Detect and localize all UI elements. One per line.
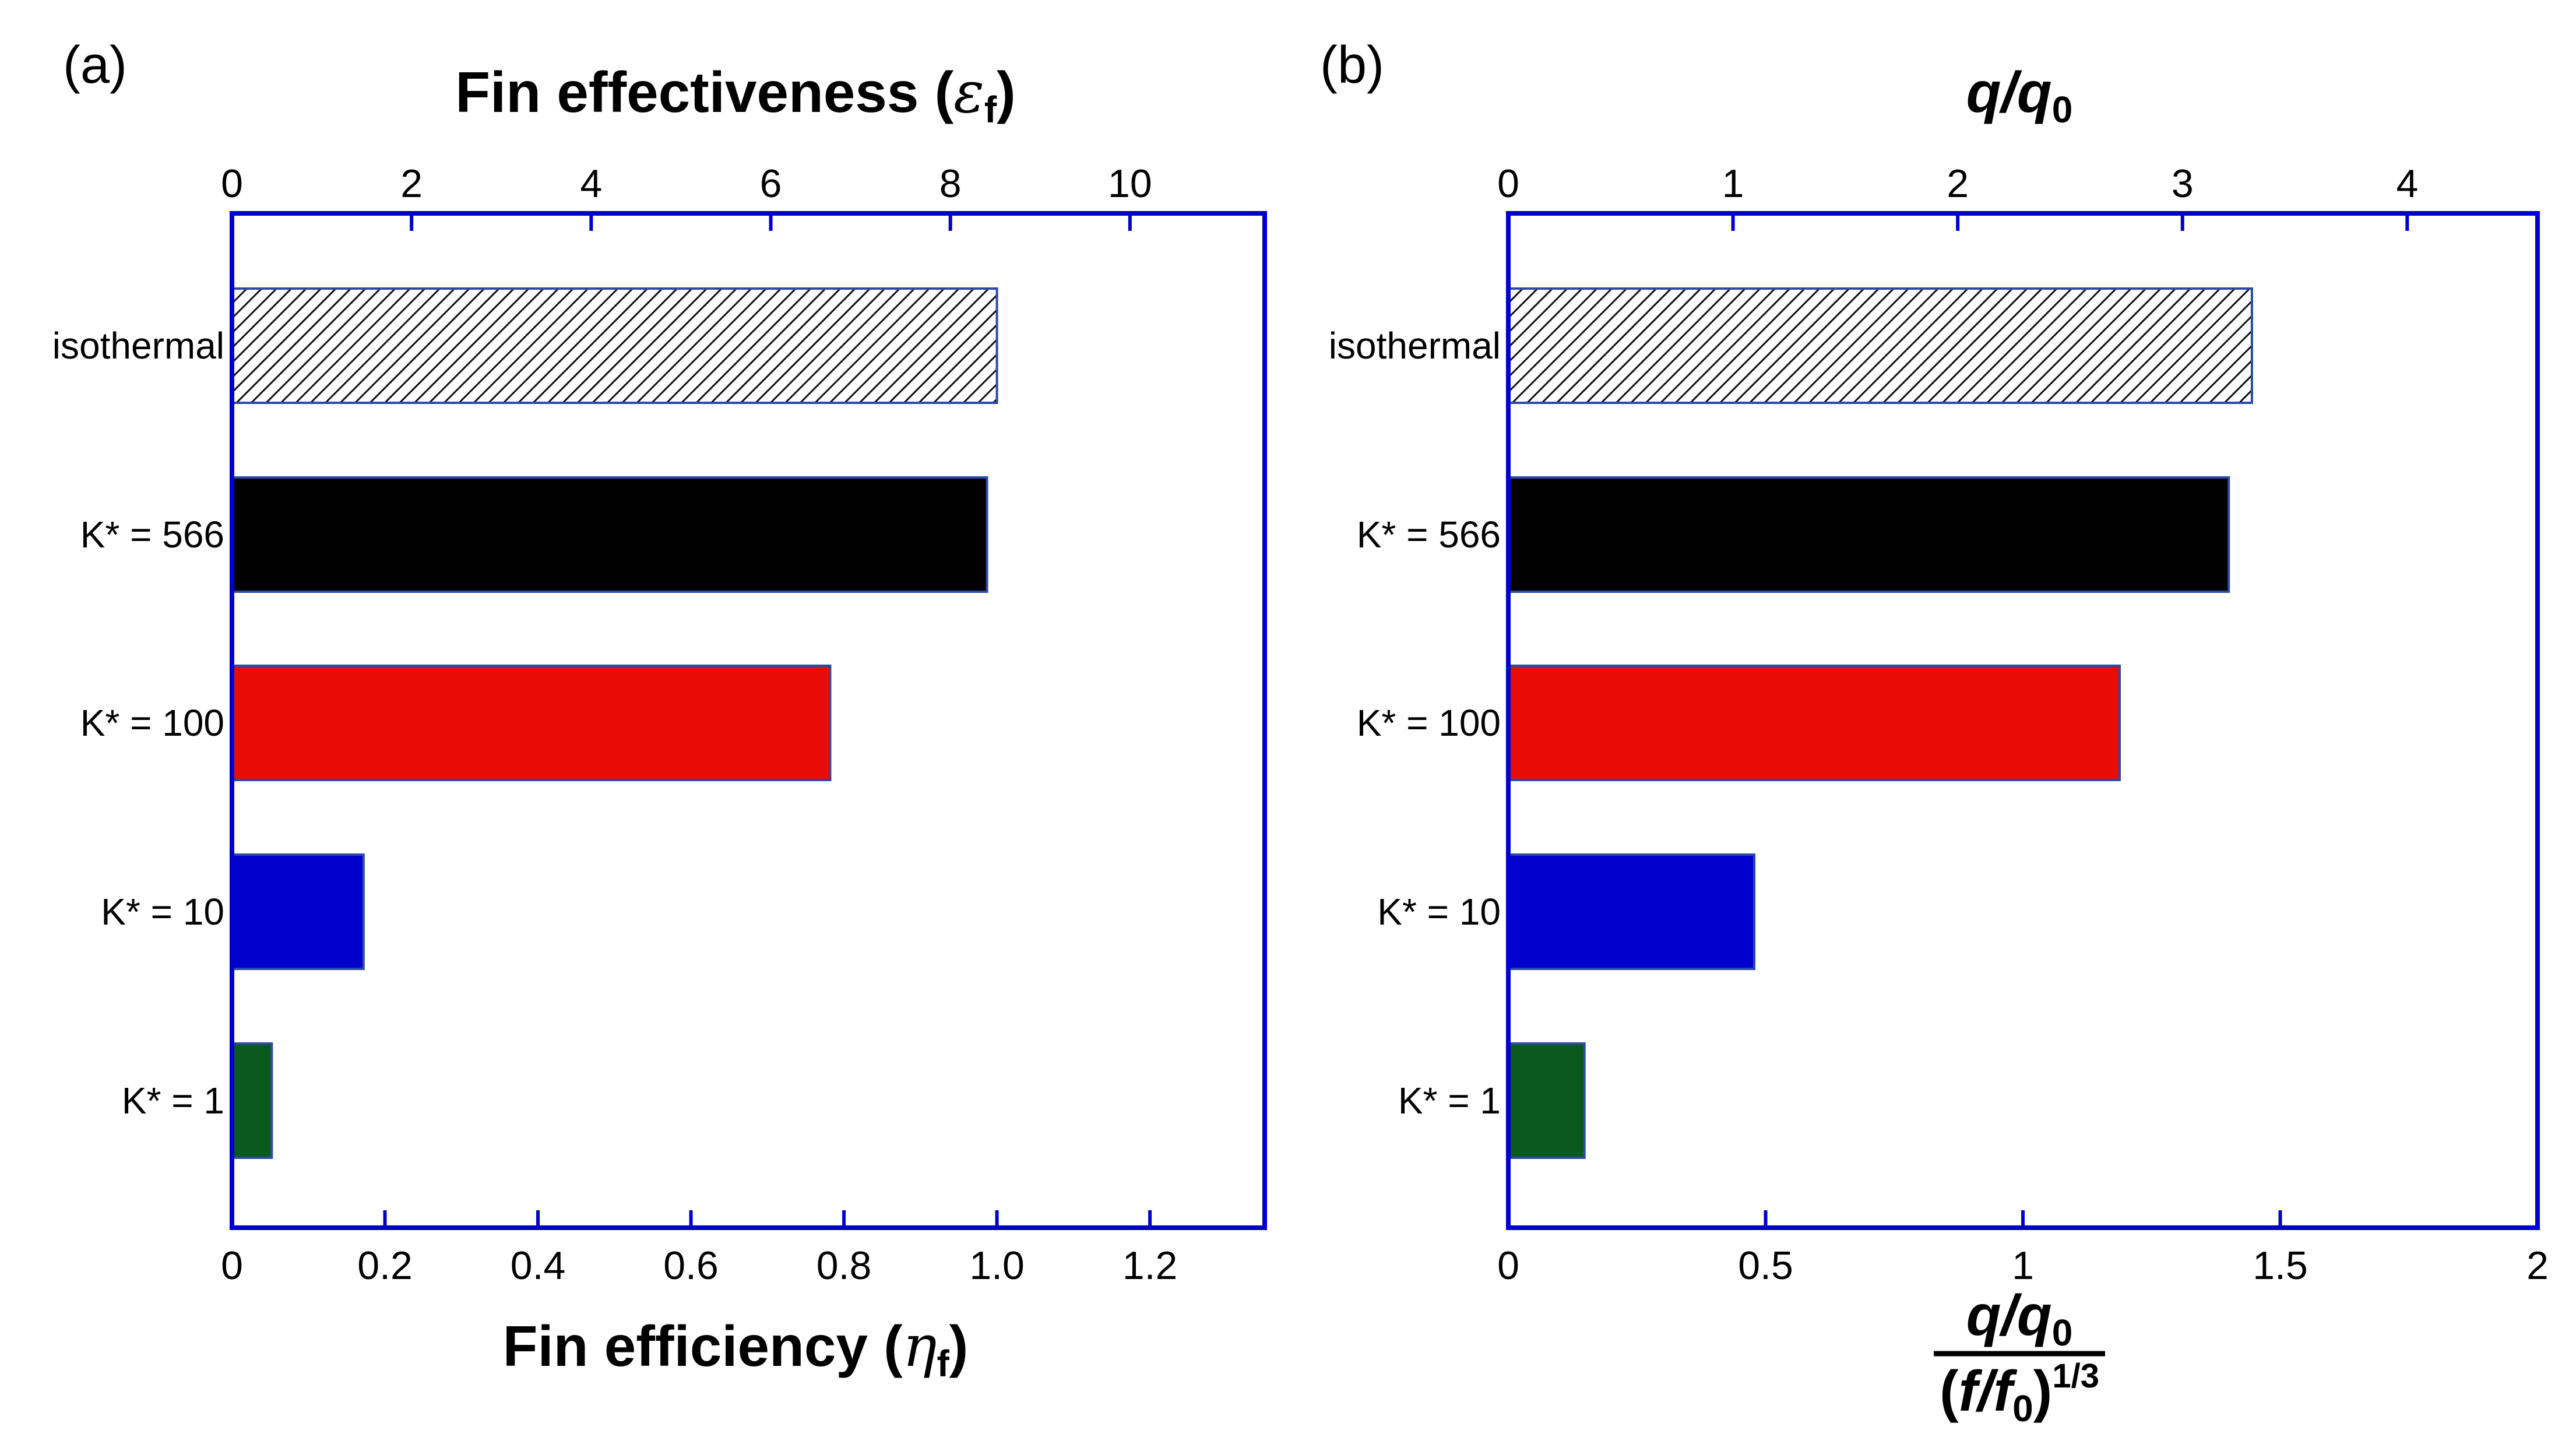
- panel-b-top-tick-label: 1: [1722, 161, 1744, 206]
- panel-a-category-label: K* = 10: [101, 891, 224, 933]
- panel-b-category-label: isothermal: [1329, 325, 1501, 367]
- panel-b-top-tick-label: 3: [2172, 161, 2194, 206]
- panel-a-top-tick-label: 0: [221, 161, 243, 206]
- panel-b-bottom-tick-label: 1: [2012, 1243, 2034, 1288]
- panel-b-bottom-ticks: 0 0.5 1 1.5 2: [1497, 1210, 2549, 1288]
- panel-b-bottom-tick-label: 2: [2526, 1243, 2549, 1288]
- panel-a-top-tick-label: 6: [760, 161, 782, 206]
- panel-a-top-tick-label: 10: [1108, 161, 1152, 206]
- panel-a-bottom-axis-title: Fin efficiency (ηf): [503, 1313, 969, 1385]
- panel-b-fraction-numerator: q/q0: [1966, 1283, 2073, 1354]
- panel-a: (a) Fin effectiveness (εf) 0 2 4 6 8 10 0 0.2 0…: [52, 36, 1267, 1385]
- panel-b-bar-k100: [1507, 665, 2121, 781]
- panel-a-bar-k1: [231, 1042, 273, 1159]
- panel-a-category-label: K* = 100: [80, 702, 224, 744]
- panel-a-bars: [231, 287, 998, 1159]
- panel-b-bottom-tick-label: 0: [1497, 1243, 1519, 1288]
- panel-b-top-tick-label: 2: [1947, 161, 1969, 206]
- panel-a-bottom-tick-label: 0.6: [663, 1243, 719, 1288]
- panel-b-bar-isothermal: [1507, 287, 2253, 404]
- panel-a-category-label: K* = 1: [122, 1080, 224, 1122]
- panel-a-category-label: K* = 566: [80, 514, 224, 556]
- panel-b-top-ticks: 0 1 2 3 4: [1497, 161, 2418, 231]
- panel-b-bar-k566: [1507, 476, 2230, 593]
- panel-a-top-axis-title: Fin effectiveness (εf): [455, 59, 1016, 131]
- panel-b-category-labels: isothermal K* = 566 K* = 100 K* = 10 K* = 1: [1329, 325, 1501, 1122]
- panel-b-category-label: K* = 100: [1357, 702, 1501, 744]
- panel-a-bar-k10: [231, 853, 365, 970]
- panel-b-top-tick-label: 0: [1497, 161, 1519, 206]
- panel-b-bar-k1: [1507, 1042, 1586, 1159]
- panel-a-top-tick-label: 8: [939, 161, 962, 206]
- panel-a-top-tick-label: 2: [400, 161, 423, 206]
- panel-a-bar-k566: [231, 476, 988, 593]
- panel-a-bottom-tick-label: 0.8: [817, 1243, 872, 1288]
- panel-b-fraction-denominator: (f/f0)1/3: [1940, 1357, 2099, 1429]
- panel-b-bottom-axis-title: q/q0 (f/f0)1/3: [1934, 1283, 2105, 1429]
- panel-b-bottom-tick-label: 0.5: [1738, 1243, 1793, 1288]
- panel-a-top-ticks: 0 2 4 6 8 10: [221, 161, 1152, 231]
- panel-a-bar-k100: [231, 665, 832, 781]
- panel-a-bottom-ticks: 0 0.2 0.4 0.6 0.8 1.0 1.2: [221, 1210, 1177, 1288]
- panel-b-top-tick-label: 4: [2396, 161, 2418, 206]
- panel-b-category-label: K* = 10: [1377, 891, 1501, 933]
- panel-a-bottom-tick-label: 1.0: [969, 1243, 1025, 1288]
- panel-b-top-axis-title: q/q0: [1966, 60, 2073, 131]
- panel-a-bar-isothermal: [231, 287, 998, 404]
- panel-b-category-label: K* = 566: [1357, 514, 1501, 556]
- panel-b-bottom-tick-label: 1.5: [2253, 1243, 2308, 1288]
- panel-a-bottom-tick-label: 0: [221, 1243, 243, 1288]
- panel-a-label: (a): [63, 36, 127, 94]
- panel-a-bottom-tick-label: 0.4: [511, 1243, 566, 1288]
- panel-b-label: (b): [1320, 36, 1384, 94]
- panel-b-category-label: K* = 1: [1398, 1080, 1501, 1122]
- panel-a-top-tick-label: 4: [580, 161, 602, 206]
- panel-a-bottom-tick-label: 0.2: [357, 1243, 413, 1288]
- panel-a-bottom-tick-label: 1.2: [1122, 1243, 1178, 1288]
- panel-a-category-labels: isothermal K* = 566 K* = 100 K* = 10 K* = 1: [52, 325, 224, 1122]
- panel-b-bar-k10: [1507, 853, 1756, 970]
- panel-b-plot-frame: [1506, 211, 2540, 1230]
- panel-a-category-label: isothermal: [52, 325, 224, 367]
- panel-b: (b) q/q0 0 1 2 3 4 0 0.5 1 1.5 2 isothermal K* = …: [1320, 36, 2549, 1429]
- panel-b-bars: [1507, 287, 2253, 1159]
- panel-a-plot-frame: [230, 211, 1267, 1230]
